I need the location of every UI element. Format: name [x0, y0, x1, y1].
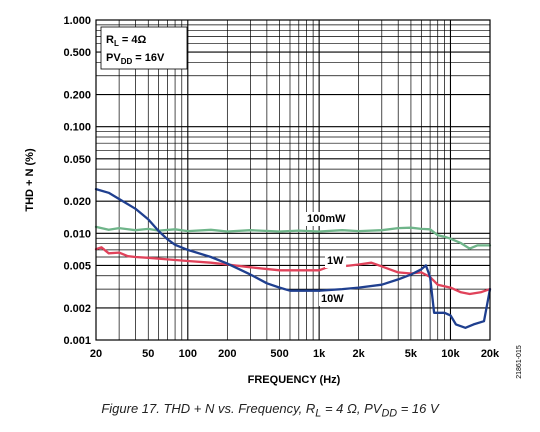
x-tick-label: 5k — [405, 348, 418, 360]
y-tick-label: 0.200 — [63, 90, 91, 102]
series-line-10w — [94, 187, 492, 329]
y-tick-label: 0.020 — [63, 196, 91, 208]
y-tick-label: 0.002 — [63, 303, 91, 315]
y-tick-label: 0.050 — [63, 154, 91, 166]
figure-caption: Figure 17. THD + N vs. Frequency, RL = 4… — [101, 401, 439, 420]
x-tick-label: 200 — [218, 348, 236, 360]
series-line-1w — [94, 246, 492, 296]
x-tick-label: 20 — [90, 348, 102, 360]
y-tick-label: 0.500 — [63, 47, 91, 59]
x-tick-labels: 20 50 100 200 500 1k 2k 5k 10k 20k — [90, 348, 500, 360]
condition-load-resistance: RL = 4Ω — [106, 34, 146, 48]
x-tick-label: 10k — [441, 348, 460, 360]
y-tick-label: 0.005 — [63, 260, 91, 272]
series-label-100mw: 100mW — [307, 213, 346, 225]
x-axis-title: FREQUENCY (Hz) — [248, 374, 341, 386]
conditions-box — [100, 26, 188, 70]
x-tick-label: 20k — [481, 348, 500, 360]
y-tick-labels: 1.000 0.500 0.200 0.100 0.050 0.020 0.010 0.005… — [63, 15, 91, 347]
series-labels: 100mW 1W 10W — [305, 212, 349, 306]
y-tick-label: 0.010 — [63, 228, 91, 240]
x-tick-label: 1k — [313, 348, 326, 360]
y-axis-title: THD + N (%) — [24, 148, 36, 212]
series-lines — [94, 187, 492, 329]
series-label-background — [305, 212, 349, 226]
plot-area-border — [95, 19, 491, 341]
series-line-100mw — [94, 225, 492, 250]
y-tick-label: 0.001 — [63, 335, 91, 347]
x-tick-label: 500 — [270, 348, 288, 360]
condition-supply-voltage: PVDD = 16V — [106, 52, 165, 66]
series-label-background — [319, 292, 347, 306]
x-tick-label: 100 — [179, 348, 197, 360]
y-tick-label: 0.100 — [63, 122, 91, 134]
series-label-1w: 1W — [327, 255, 344, 267]
series-label-10w: 10W — [321, 293, 344, 305]
x-tick-label: 2k — [353, 348, 366, 360]
series-label-background — [325, 254, 347, 268]
thd-n-vs-frequency-chart: RL = 4Ω PVDD = 16V 1.000 0.500 0.200 0.100 0… — [24, 15, 523, 386]
figure-id: 21861-015 — [516, 345, 523, 379]
x-tick-label: 50 — [142, 348, 154, 360]
y-tick-label: 1.000 — [63, 15, 91, 27]
